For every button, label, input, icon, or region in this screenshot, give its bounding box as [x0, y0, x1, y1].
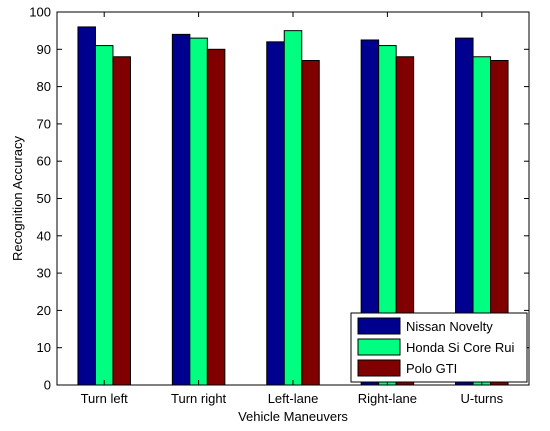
x-tick-label: Right-lane	[358, 391, 417, 406]
bar-1-1	[77, 26, 96, 386]
legend-label-1: Nissan Novelty	[406, 319, 493, 334]
y-tick-label: 0	[44, 378, 51, 393]
bar-3-1	[112, 56, 131, 386]
y-axis: 0 10 20 30 40 50 60 70 80 90 100	[29, 5, 529, 393]
y-tick-label: 60	[37, 154, 51, 169]
y-tick-label: 20	[37, 303, 51, 318]
bars-group	[77, 26, 509, 386]
x-axis-label: Vehicle Maneuvers	[238, 409, 348, 424]
y-tick-label: 90	[37, 42, 51, 57]
legend-swatch-1	[357, 317, 401, 335]
legend-label-2: Honda Si Core Rui	[406, 340, 514, 355]
bar-1-2	[171, 33, 191, 386]
bar-3-2	[206, 48, 226, 386]
bar-2-2	[189, 37, 208, 386]
y-tick-label: 30	[37, 266, 51, 281]
x-tick-label: Turn left	[81, 391, 129, 406]
bar-1-3	[266, 41, 285, 386]
legend-swatch-3	[357, 359, 401, 377]
y-axis-label: Recognition Accuracy	[10, 135, 25, 261]
bar-2-1	[94, 45, 114, 386]
legend-swatch-2	[357, 338, 401, 356]
legend: Nissan Novelty Honda Si Core Rui Polo GTI	[350, 312, 528, 383]
bar-3-3	[301, 59, 320, 386]
y-tick-label: 50	[37, 191, 51, 206]
y-tick-label: 70	[37, 116, 51, 131]
x-axis: Turn left Turn right Left-lane Right-lane U-…	[81, 12, 504, 406]
y-tick-label: 100	[29, 5, 51, 20]
x-tick-label: Left-lane	[268, 391, 319, 406]
legend-label-3: Polo GTI	[406, 361, 457, 376]
bar-2-3	[283, 30, 303, 386]
y-tick-label: 10	[37, 340, 51, 355]
x-tick-label: U-turns	[460, 391, 503, 406]
y-tick-label: 40	[37, 228, 51, 243]
x-tick-label: Turn right	[171, 391, 227, 406]
y-tick-label: 80	[37, 79, 51, 94]
